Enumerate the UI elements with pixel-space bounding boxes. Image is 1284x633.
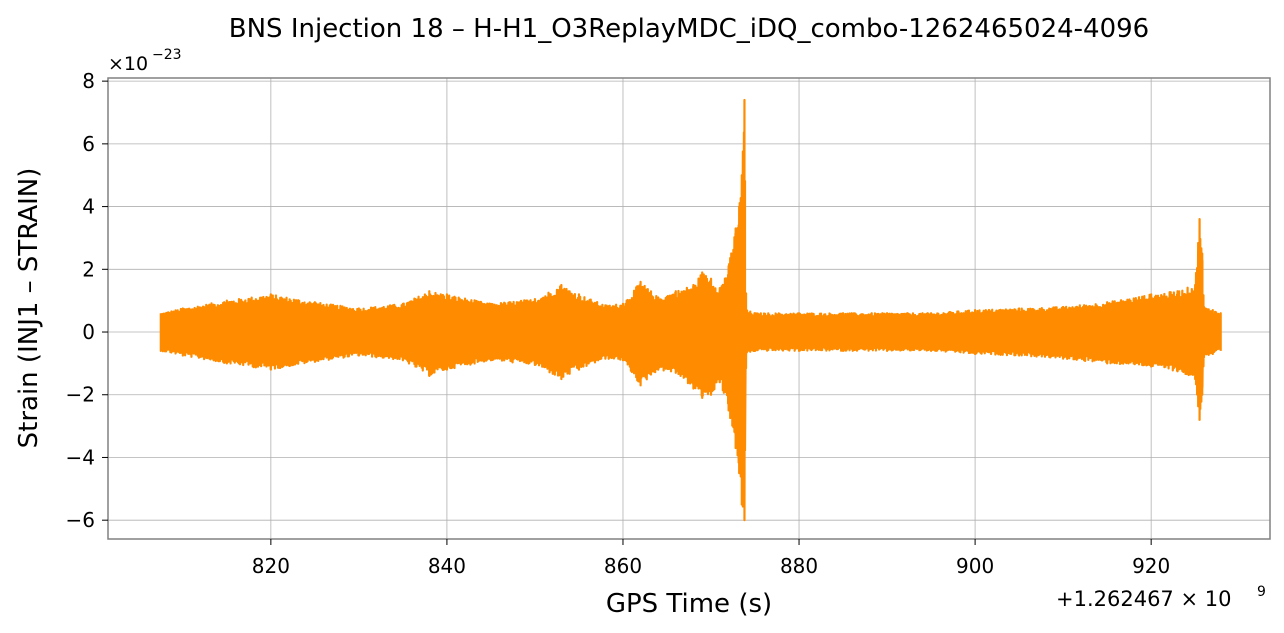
y-tick-label: 0 (82, 320, 95, 344)
chart-title: BNS Injection 18 – H-H1_O3ReplayMDC_iDQ_… (229, 14, 1149, 44)
x-tick-label: 880 (780, 554, 818, 578)
axes-frame (107, 77, 1271, 540)
y-tick-label: 6 (82, 132, 95, 156)
y-scale-exponent: −23 (152, 47, 182, 63)
x-offset-base: +1.262467 × 10 (1056, 587, 1231, 611)
y-tick-label: 4 (82, 195, 95, 219)
x-tick-label: 820 (252, 554, 290, 578)
y-tick-label: −2 (66, 383, 95, 407)
y-axis-label: Strain (INJ1 – STRAIN) (14, 168, 44, 449)
x-offset-label: +1.262467 × 10 9 (1056, 584, 1266, 611)
strain-series-line (159, 98, 1222, 522)
x-offset-exponent: 9 (1257, 584, 1266, 600)
x-tick-label: 860 (604, 554, 642, 578)
y-tick-label: 2 (82, 257, 95, 281)
y-axis: −6 −4 −2 0 2 4 6 8 (66, 69, 108, 532)
x-tick-label: 840 (428, 554, 466, 578)
x-axis: 820 840 860 880 900 920 (252, 539, 1170, 578)
x-axis-label: GPS Time (s) (606, 589, 772, 619)
y-tick-label: −4 (66, 445, 95, 469)
y-tick-label: −6 (66, 508, 95, 532)
plot-area (159, 98, 1222, 522)
x-tick-label: 920 (1132, 554, 1170, 578)
x-tick-label: 900 (956, 554, 994, 578)
y-scale-label: ×10 −23 (108, 47, 182, 75)
y-tick-label: 8 (82, 69, 95, 93)
y-scale-base: ×10 (108, 53, 148, 75)
